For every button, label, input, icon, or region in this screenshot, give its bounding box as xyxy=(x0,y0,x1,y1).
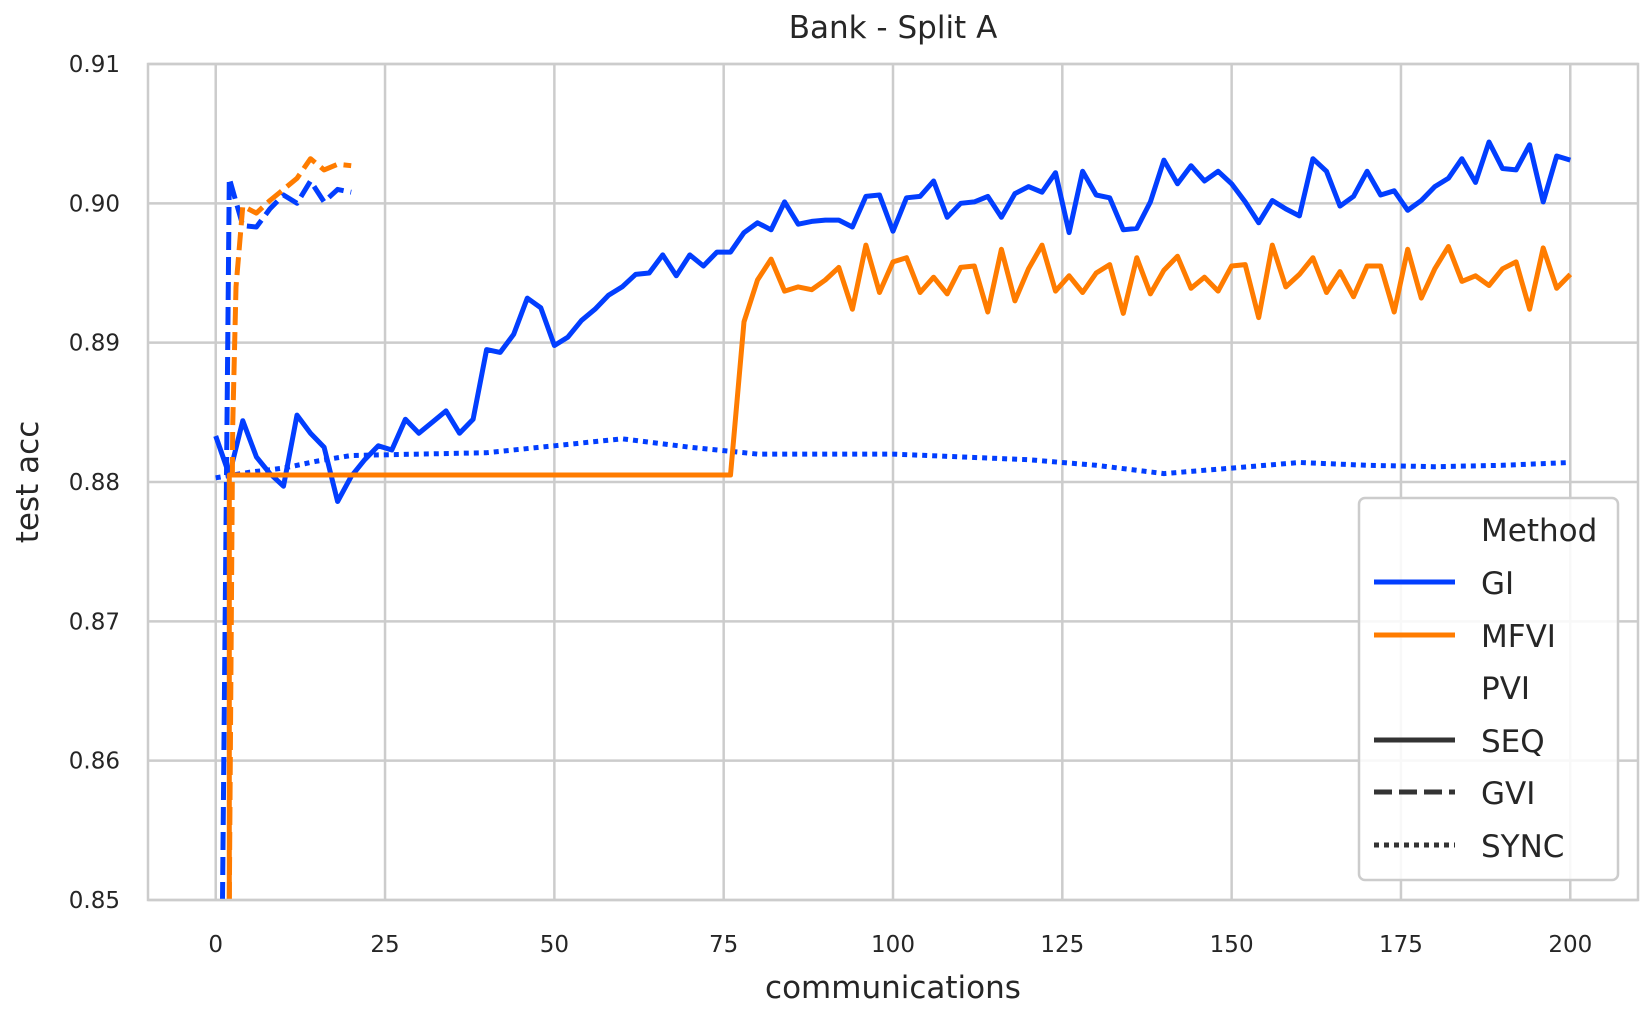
series-mfvi-gvi xyxy=(226,156,352,900)
y-tick-label: 0.86 xyxy=(69,749,120,775)
x-axis-label: communications xyxy=(765,970,1021,1006)
legend-mfvi-label: MFVI xyxy=(1481,619,1556,655)
y-tick-label: 0.87 xyxy=(69,609,120,635)
legend-frame xyxy=(1357,496,1620,882)
y-tick-label: 0.85 xyxy=(69,888,120,914)
series-gi-seq xyxy=(213,139,1572,504)
y-tick-label: 0.90 xyxy=(69,191,120,217)
x-tick-label: 25 xyxy=(370,932,399,958)
legend-seq-label: SEQ xyxy=(1481,724,1545,760)
plot-frame xyxy=(146,62,1640,902)
y-tick-label: 0.89 xyxy=(69,331,120,357)
legend-gvi-label: GVI xyxy=(1481,776,1535,812)
x-tick-labels: 0 25 50 75 100 125 150 175 200 xyxy=(208,932,1592,958)
x-tick-label: 125 xyxy=(1040,932,1084,958)
y-axis-label: test acc xyxy=(10,421,46,543)
x-tick-label: 0 xyxy=(208,932,223,958)
y-tick-labels: 0.85 0.86 0.87 0.88 0.89 0.90 0.91 xyxy=(69,52,120,914)
legend-gi-label: GI xyxy=(1481,566,1514,602)
legend-sync-label: SYNC xyxy=(1481,829,1564,865)
series-gi-sync xyxy=(215,436,1571,481)
chart-title: Bank - Split A xyxy=(789,10,998,46)
x-tick-label: 50 xyxy=(540,932,569,958)
legend-style-title: PVI xyxy=(1481,671,1530,707)
x-tick-label: 100 xyxy=(871,932,915,958)
legend-hue-title: Method xyxy=(1481,513,1597,549)
series-gi-gvi xyxy=(220,175,352,900)
x-tick-label: 200 xyxy=(1548,932,1592,958)
x-tick-label: 150 xyxy=(1210,932,1254,958)
x-tick-label: 75 xyxy=(709,932,738,958)
y-tick-label: 0.91 xyxy=(69,52,120,78)
series-mfvi-seq xyxy=(226,242,1573,900)
y-tick-label: 0.88 xyxy=(69,470,120,496)
series-layer xyxy=(213,139,1573,900)
legend: Method GI MFVI PVI SEQ GVI SYNC xyxy=(1357,496,1620,882)
x-tick-label: 175 xyxy=(1379,932,1423,958)
